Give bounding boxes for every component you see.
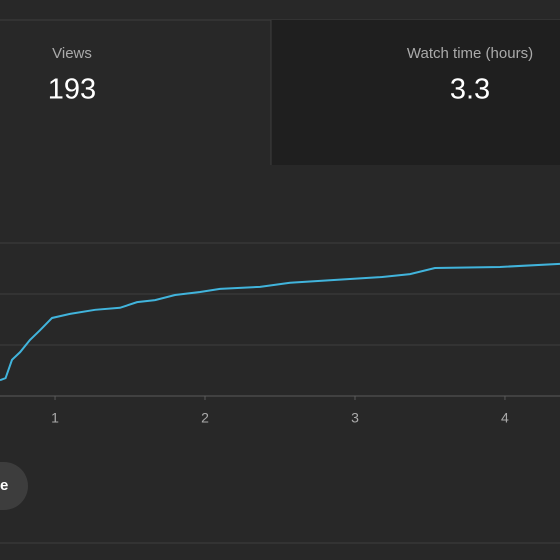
card-value: 193 <box>48 74 96 106</box>
x-tick-label: 1 <box>51 410 59 426</box>
card-value: 3.3 <box>450 74 490 106</box>
x-tick-label: 3 <box>351 410 359 426</box>
x-tick-label: 2 <box>201 410 209 426</box>
card-label: Watch time (hours) <box>407 45 533 62</box>
selected-card[interactable] <box>271 20 560 165</box>
x-tick-label: 4 <box>501 410 509 426</box>
line-chart: 1 2 3 4 <box>0 242 560 426</box>
button-label[interactable]: e <box>0 477 8 494</box>
series-line <box>0 262 560 382</box>
card-label: Views <box>52 45 92 62</box>
button[interactable] <box>0 462 28 510</box>
